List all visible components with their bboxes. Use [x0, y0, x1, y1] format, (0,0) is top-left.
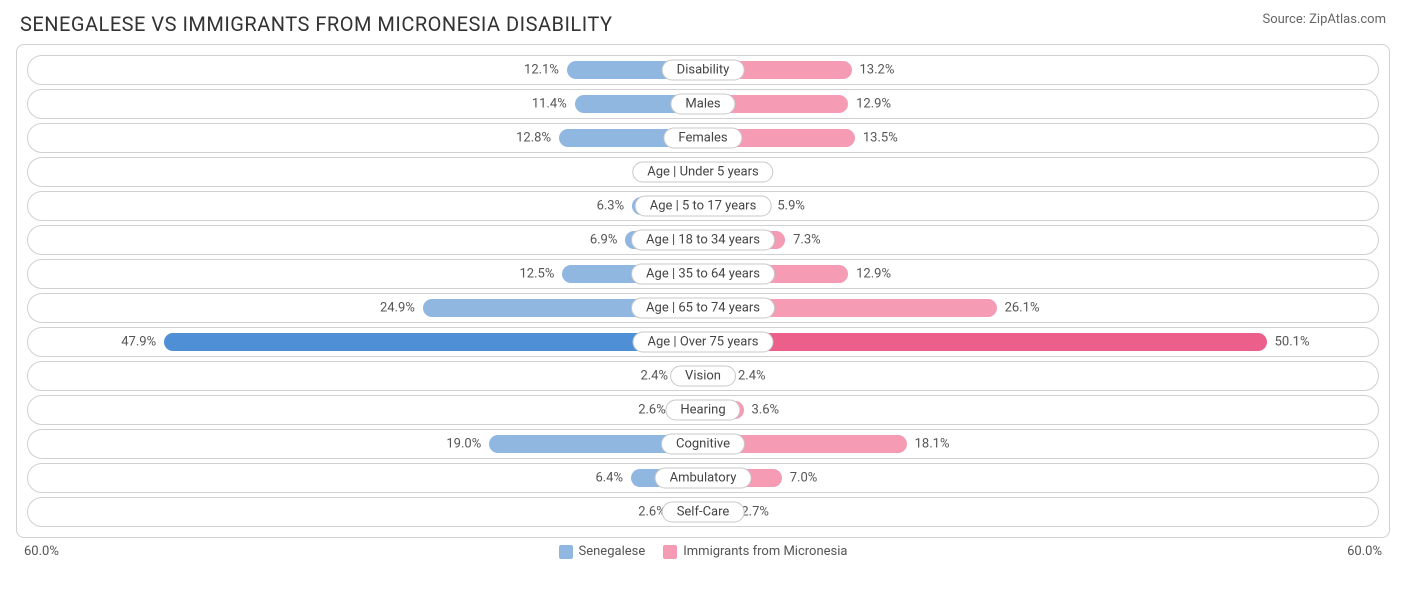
category-label: Age | 18 to 34 years: [631, 230, 775, 251]
value-left: 12.1%: [524, 63, 559, 78]
value-right: 50.1%: [1275, 335, 1310, 350]
value-left: 2.6%: [638, 403, 666, 418]
value-right: 2.4%: [738, 369, 766, 384]
value-right: 13.2%: [860, 63, 895, 78]
chart-row: 19.0% 18.1% Cognitive: [27, 429, 1379, 459]
value-left: 6.3%: [597, 199, 625, 214]
category-label: Disability: [662, 60, 745, 81]
category-label: Cognitive: [661, 434, 745, 455]
legend-item-right: Immigrants from Micronesia: [663, 544, 847, 559]
chart-title: SENEGALESE VS IMMIGRANTS FROM MICRONESIA…: [20, 12, 612, 36]
value-left: 47.9%: [121, 335, 156, 350]
bar-left: [164, 333, 703, 351]
value-right: 7.3%: [793, 233, 821, 248]
chart-row: 2.4% 2.4%Vision: [27, 361, 1379, 391]
bar-right: [703, 333, 1267, 351]
category-label: Ambulatory: [655, 468, 752, 489]
category-label: Age | Under 5 years: [632, 162, 773, 183]
chart-row: 1.2%1.0%Age | Under 5 years: [27, 157, 1379, 187]
category-label: Age | Over 75 years: [633, 332, 774, 353]
value-left: 24.9%: [380, 301, 415, 316]
chart-row: 2.6% 3.6% Hearing: [27, 395, 1379, 425]
legend-swatch-left: [559, 545, 573, 559]
chart-row: 6.4% 7.0% Ambulatory: [27, 463, 1379, 493]
value-right: 18.1%: [915, 437, 950, 452]
category-label: Hearing: [665, 400, 740, 421]
chart-frame: 12.1% 13.2% Disability 11.4% 12.9% Males 12.8%…: [16, 44, 1390, 538]
legend: Senegalese Immigrants from Micronesia: [559, 544, 848, 559]
header: SENEGALESE VS IMMIGRANTS FROM MICRONESIA…: [0, 0, 1406, 44]
value-left: 12.5%: [520, 267, 555, 282]
chart-row: 12.8% 13.5% Females: [27, 123, 1379, 153]
value-right: 12.9%: [856, 267, 891, 282]
value-right: 3.6%: [752, 403, 780, 418]
chart-row: 24.9% 26.1% Age | 65 to 74 years: [27, 293, 1379, 323]
chart-row: 6.3% 5.9% Age | 5 to 17 years: [27, 191, 1379, 221]
value-left: 6.9%: [590, 233, 618, 248]
category-label: Age | 5 to 17 years: [635, 196, 772, 217]
category-label: Females: [663, 128, 742, 149]
value-right: 13.5%: [863, 131, 898, 146]
category-label: Vision: [670, 366, 736, 387]
value-left: 12.8%: [516, 131, 551, 146]
axis-right-max: 60.0%: [1347, 544, 1382, 559]
chart-row: 12.1% 13.2% Disability: [27, 55, 1379, 85]
value-left: 6.4%: [595, 471, 623, 486]
category-label: Age | 65 to 74 years: [631, 298, 775, 319]
value-right: 26.1%: [1005, 301, 1040, 316]
chart-row: 11.4% 12.9% Males: [27, 89, 1379, 119]
chart-row: 6.9% 7.3% Age | 18 to 34 years: [27, 225, 1379, 255]
legend-swatch-right: [663, 545, 677, 559]
value-right: 7.0%: [790, 471, 818, 486]
axis-left-max: 60.0%: [24, 544, 59, 559]
source-label: Source: ZipAtlas.com: [1262, 12, 1386, 27]
category-label: Self-Care: [662, 502, 745, 523]
value-right: 12.9%: [856, 97, 891, 112]
value-right: 5.9%: [777, 199, 805, 214]
chart-footer: 60.0% Senegalese Immigrants from Microne…: [0, 542, 1406, 565]
category-label: Males: [670, 94, 735, 115]
value-left: 11.4%: [532, 97, 567, 112]
value-left: 2.4%: [640, 369, 668, 384]
legend-label-right: Immigrants from Micronesia: [683, 544, 847, 559]
legend-item-left: Senegalese: [559, 544, 646, 559]
chart-row: 47.9% 50.1% Age | Over 75 years: [27, 327, 1379, 357]
category-label: Age | 35 to 64 years: [631, 264, 775, 285]
value-left: 19.0%: [446, 437, 481, 452]
chart-row: 12.5% 12.9% Age | 35 to 64 years: [27, 259, 1379, 289]
value-right: 2.7%: [741, 505, 769, 520]
chart-row: 2.6%2.7%Self-Care: [27, 497, 1379, 527]
legend-label-left: Senegalese: [579, 544, 646, 559]
